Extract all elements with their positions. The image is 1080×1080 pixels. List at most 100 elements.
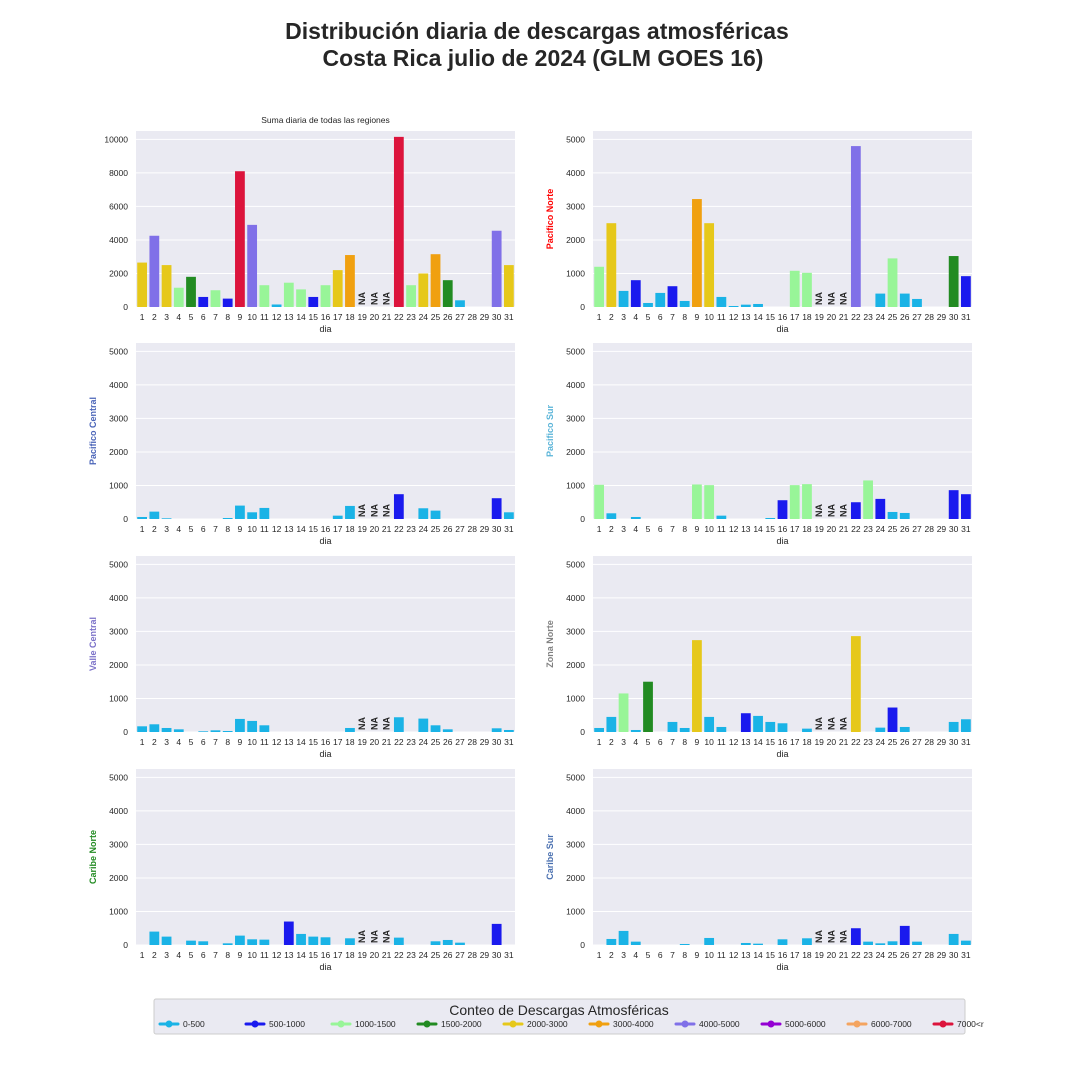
bar bbox=[594, 727, 605, 732]
x-tick-label: 19 bbox=[357, 950, 367, 960]
x-tick-label: 17 bbox=[333, 312, 343, 322]
x-tick-label: 25 bbox=[888, 737, 898, 747]
bar bbox=[899, 726, 910, 732]
x-tick-label: 15 bbox=[309, 737, 319, 747]
x-tick-label: 29 bbox=[480, 312, 490, 322]
x-tick-label: 29 bbox=[937, 524, 947, 534]
legend-label: 500-1000 bbox=[269, 1019, 305, 1029]
y-tick-label: 0 bbox=[123, 940, 128, 950]
bar bbox=[704, 937, 715, 945]
bar bbox=[259, 507, 270, 519]
x-tick-label: 10 bbox=[247, 524, 257, 534]
x-tick-label: 9 bbox=[238, 524, 243, 534]
bar bbox=[442, 280, 453, 307]
x-tick-label: 29 bbox=[480, 950, 490, 960]
y-tick-label: 5000 bbox=[566, 772, 585, 782]
x-tick-label: 18 bbox=[802, 524, 812, 534]
bar bbox=[912, 298, 922, 307]
na-label: NA bbox=[839, 292, 849, 305]
x-tick-label: 26 bbox=[900, 312, 910, 322]
na-label: NA bbox=[369, 504, 379, 517]
bar bbox=[948, 490, 959, 519]
na-label: NA bbox=[814, 930, 824, 943]
x-tick-label: 22 bbox=[394, 737, 404, 747]
x-tick-label: 8 bbox=[225, 737, 230, 747]
x-tick-label: 27 bbox=[455, 950, 465, 960]
x-tick-label: 10 bbox=[704, 950, 714, 960]
y-tick-label: 4000 bbox=[566, 380, 585, 390]
x-tick-label: 19 bbox=[357, 312, 367, 322]
x-tick-label: 6 bbox=[201, 950, 206, 960]
y-tick-label: 0 bbox=[123, 514, 128, 524]
x-tick-label: 5 bbox=[189, 524, 194, 534]
bar bbox=[887, 707, 898, 732]
x-tick-label: 27 bbox=[455, 312, 465, 322]
x-tick-label: 17 bbox=[790, 524, 800, 534]
bar bbox=[802, 728, 812, 732]
x-tick-label: 11 bbox=[260, 312, 269, 322]
legend-swatch-marker bbox=[509, 1020, 517, 1028]
y-tick-label: 1000 bbox=[109, 693, 128, 703]
x-tick-label: 3 bbox=[164, 737, 169, 747]
bar bbox=[149, 511, 160, 519]
bar bbox=[948, 933, 959, 945]
bar bbox=[606, 938, 617, 945]
x-axis-label: dia bbox=[776, 324, 788, 334]
na-label: NA bbox=[839, 717, 849, 730]
bar bbox=[875, 943, 886, 945]
y-tick-label: 5000 bbox=[566, 559, 585, 569]
x-tick-label: 27 bbox=[912, 312, 922, 322]
x-tick-label: 9 bbox=[238, 737, 243, 747]
bar bbox=[679, 300, 690, 307]
legend: Conteo de Descargas Atmosféricas 0-500 50… bbox=[153, 998, 984, 1035]
bar bbox=[320, 285, 331, 307]
x-tick-label: 7 bbox=[670, 737, 675, 747]
bar bbox=[753, 303, 763, 307]
x-tick-label: 29 bbox=[937, 312, 947, 322]
y-tick-label: 2000 bbox=[566, 235, 585, 245]
x-tick-label: 12 bbox=[272, 950, 282, 960]
bar bbox=[704, 716, 715, 732]
x-tick-label: 21 bbox=[382, 312, 392, 322]
x-tick-label: 10 bbox=[704, 524, 714, 534]
x-axis-label: dia bbox=[776, 749, 788, 759]
bar bbox=[345, 727, 355, 732]
x-tick-label: 8 bbox=[682, 737, 687, 747]
x-axis-label: dia bbox=[776, 536, 788, 546]
plot-background bbox=[136, 556, 515, 732]
x-axis-label: dia bbox=[776, 962, 788, 972]
x-tick-label: 30 bbox=[492, 950, 502, 960]
x-tick-label: 7 bbox=[670, 950, 675, 960]
bar bbox=[960, 719, 971, 732]
x-tick-label: 6 bbox=[658, 950, 663, 960]
x-tick-label: 20 bbox=[827, 312, 837, 322]
bar bbox=[247, 939, 258, 945]
y-tick-label: 2000 bbox=[109, 268, 128, 278]
bar bbox=[618, 693, 629, 732]
x-tick-label: 15 bbox=[309, 312, 319, 322]
x-tick-label: 11 bbox=[260, 950, 269, 960]
x-tick-label: 4 bbox=[176, 950, 181, 960]
x-tick-label: 15 bbox=[766, 312, 776, 322]
bar bbox=[283, 921, 294, 945]
x-tick-label: 2 bbox=[152, 312, 157, 322]
bar bbox=[393, 937, 404, 945]
bar bbox=[912, 941, 922, 945]
x-tick-label: 4 bbox=[176, 312, 181, 322]
x-tick-label: 8 bbox=[682, 950, 687, 960]
bar bbox=[222, 943, 233, 945]
x-tick-label: 18 bbox=[345, 524, 355, 534]
na-label: NA bbox=[382, 717, 392, 730]
y-tick-label: 3000 bbox=[566, 839, 585, 849]
x-tick-label: 9 bbox=[695, 312, 700, 322]
bar bbox=[235, 935, 245, 945]
bar bbox=[740, 304, 751, 307]
bar bbox=[198, 941, 209, 945]
legend-item: 2000-3000 bbox=[502, 1019, 568, 1029]
y-tick-label: 3000 bbox=[566, 626, 585, 636]
